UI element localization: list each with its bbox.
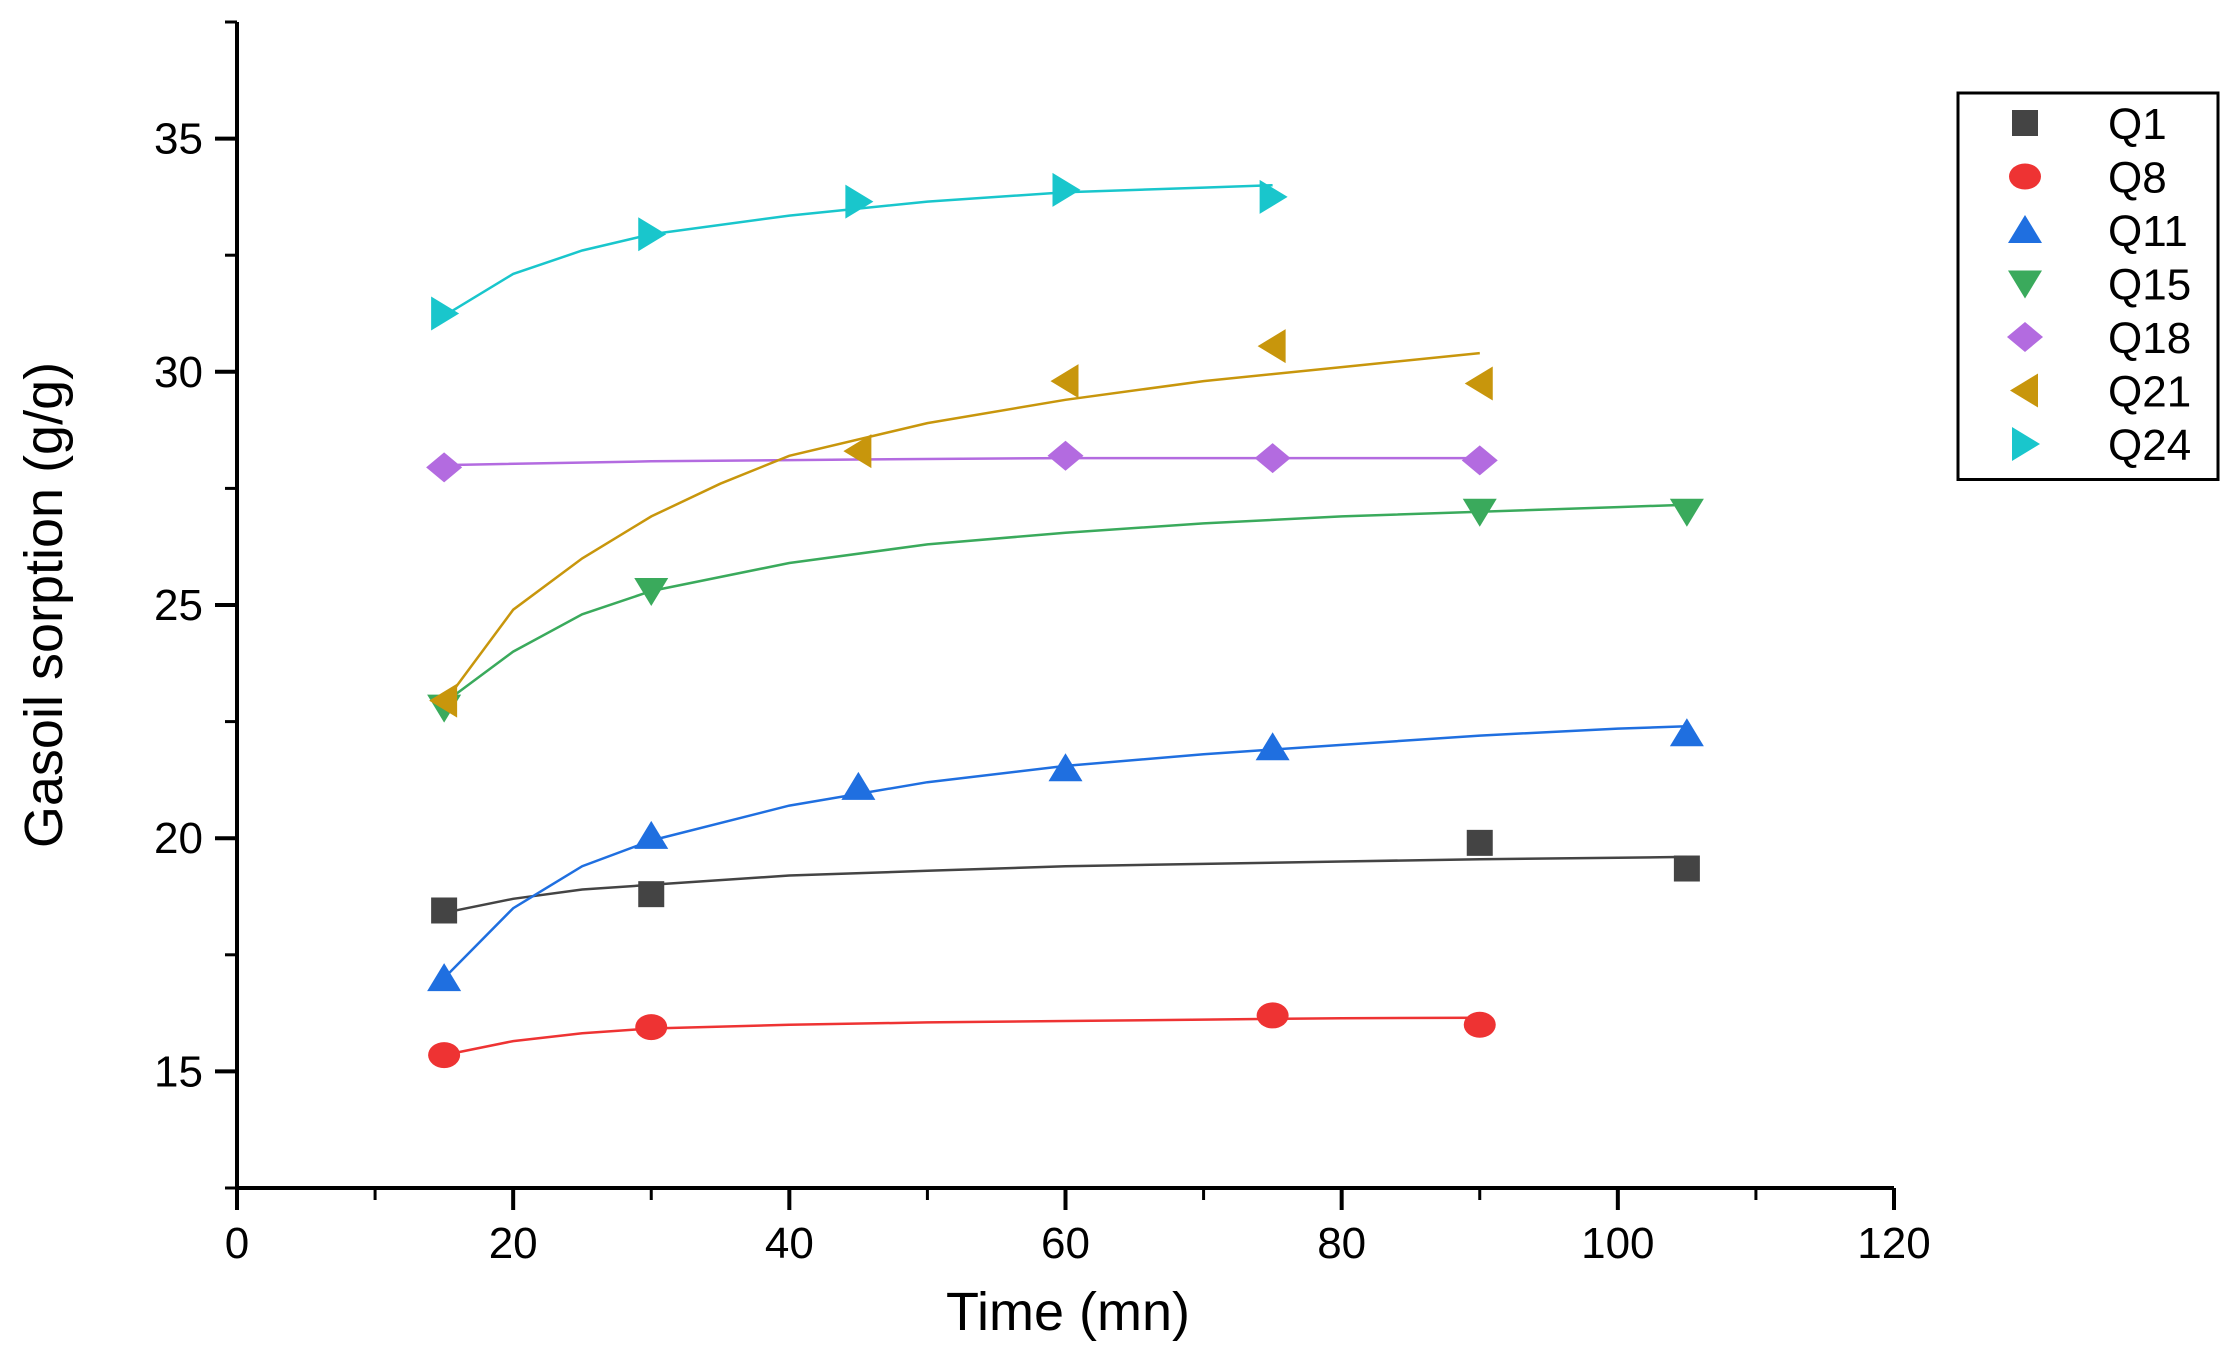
fit-line-q24 [443, 183, 1273, 317]
fit-line-q18 [444, 456, 1480, 467]
legend-marker-q24 [2012, 427, 2040, 461]
point-q18 [1254, 443, 1291, 474]
point-q24 [431, 296, 460, 331]
point-q21 [429, 683, 458, 718]
legend-box [1956, 91, 2220, 481]
point-q18 [426, 452, 463, 483]
legend-label: Q1 [2108, 100, 2167, 149]
point-q24 [1052, 172, 1081, 207]
point-q1 [638, 881, 665, 908]
legend-label: Q15 [2108, 261, 2191, 310]
point-q11 [427, 963, 462, 992]
legend-label: Q21 [2108, 368, 2191, 417]
x-tick-label: 100 [1581, 1219, 1654, 1268]
point-q24 [845, 184, 874, 219]
point-q21 [1464, 366, 1493, 401]
point-q11 [841, 771, 876, 800]
point-q1 [1673, 855, 1700, 882]
x-tick-label: 60 [1041, 1219, 1090, 1268]
fit-line-q21 [443, 351, 1480, 704]
legend-marker-q15 [2008, 270, 2042, 299]
fit-line-q11 [443, 725, 1687, 979]
point-q8 [1256, 1002, 1289, 1029]
x-axis-title: Time (mn) [946, 1282, 1190, 1342]
data-points [426, 172, 1704, 1069]
point-q1 [1466, 829, 1493, 856]
point-q11 [1255, 732, 1290, 761]
legend-marker-q11 [2008, 215, 2042, 243]
point-q15 [634, 578, 669, 607]
point-q8 [1463, 1011, 1496, 1038]
point-q1 [431, 897, 458, 924]
x-tick-label: 0 [225, 1219, 249, 1268]
legend-marker-q18 [2007, 322, 2043, 352]
legend-marker-q21 [2010, 373, 2038, 408]
point-q8 [428, 1042, 461, 1069]
legend-marker-q8 [2009, 163, 2041, 190]
legend-marker-q1 [2012, 110, 2038, 136]
y-tick-label: 15 [154, 1047, 203, 1096]
legend-label: Q8 [2108, 154, 2167, 203]
x-tick-label: 20 [489, 1219, 538, 1268]
x-tick-label: 40 [765, 1219, 814, 1268]
point-q24 [1259, 179, 1288, 214]
point-q15 [1669, 498, 1704, 527]
x-tick-label: 80 [1317, 1219, 1366, 1268]
point-q21 [1257, 329, 1286, 364]
point-q21 [1050, 364, 1079, 399]
fit-line-q8 [443, 1016, 1480, 1057]
point-q11 [1048, 753, 1083, 782]
point-q24 [638, 217, 667, 252]
y-tick-label: 20 [154, 814, 203, 863]
legend-label: Q24 [2108, 421, 2191, 470]
point-q8 [635, 1014, 668, 1041]
point-q18 [1461, 445, 1498, 476]
point-q11 [634, 820, 669, 849]
ticks: 0 20 40 60 80 100 120 15 20 25 30 35 [154, 20, 1931, 1268]
point-q11 [1669, 718, 1704, 747]
y-tick-label: 35 [154, 115, 203, 164]
y-tick-label: 30 [154, 348, 203, 397]
legend-label: Q18 [2108, 314, 2191, 363]
point-q21 [843, 434, 872, 469]
x-tick-label: 120 [1857, 1219, 1930, 1268]
legend-label: Q11 [2108, 207, 2188, 256]
fit-line-q15 [443, 503, 1687, 704]
y-axis-title: Gasoil sorption (g/g) [14, 362, 74, 848]
y-tick-label: 25 [154, 581, 203, 630]
point-q15 [1462, 498, 1497, 527]
fit-line-q1 [443, 855, 1687, 915]
fit-lines [443, 183, 1687, 1057]
point-q18 [1047, 440, 1084, 471]
